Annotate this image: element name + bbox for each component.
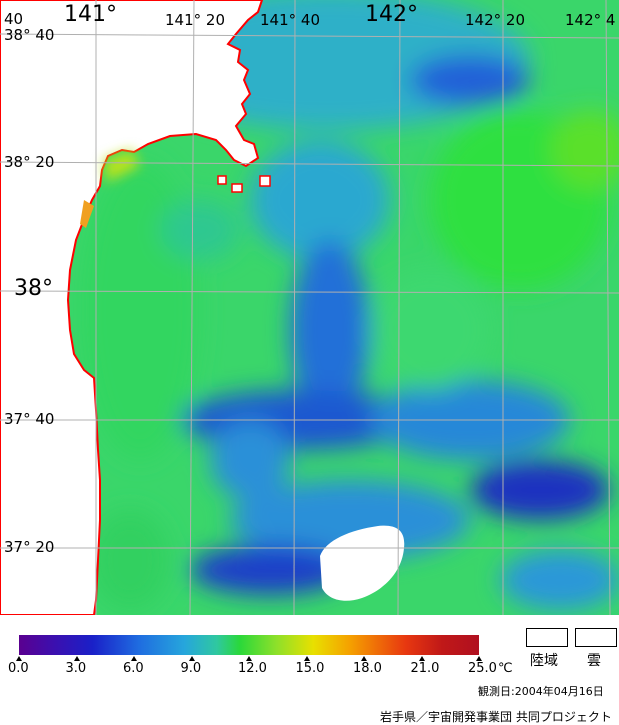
temperature-colorbar [19, 635, 479, 655]
colorbar-tick-label: 9.0 [180, 661, 202, 676]
land-mass [0, 0, 264, 615]
colorbar-tick-label: 0.0 [8, 661, 29, 676]
lat-lon-grid [0, 0, 619, 615]
colorbar-tick [361, 656, 367, 661]
colorbar-tick [418, 656, 425, 661]
colorbar-tick-label: 21.0 [410, 661, 440, 676]
colorbar-tick-label: 15.0 [295, 661, 325, 676]
land-key-swatch [526, 628, 568, 647]
legend: 0.0 3.0 6.0 9.0 12.0 15.0 18.0 21.0 25.0 ℃ 陸域 雲 … [0, 615, 619, 725]
cloud-patch [320, 525, 405, 601]
longitude-label: 142° 4 [565, 11, 616, 29]
colorbar-tick [476, 656, 482, 661]
longitude-label: 141° 40 [260, 11, 320, 29]
unit-label: ℃ [498, 661, 513, 676]
longitude-label: 142° 20 [465, 11, 525, 29]
grid-line [293, 0, 296, 615]
corner-label: 40 [4, 10, 24, 28]
longitude-label: 141° [64, 2, 117, 27]
colorbar-tick-label: 18.0 [353, 661, 382, 676]
longitude-label: 141° 20 [165, 11, 225, 29]
colorbar-tick [188, 656, 195, 661]
sst-patches [80, 0, 619, 610]
colorbar-tick [303, 656, 310, 661]
grid-line [189, 0, 195, 615]
latitude-label: 38° 20 [4, 153, 55, 171]
islands [217, 175, 271, 193]
latitude-label: 37° 20 [4, 538, 55, 556]
latitude-label: 38° 40 [4, 26, 55, 44]
colorbar-tick [131, 656, 137, 661]
grid-line [0, 161, 619, 167]
latitude-label: 38° [14, 276, 53, 301]
grid-line [0, 290, 619, 294]
colorbar-tick-label: 3.0 [65, 661, 87, 676]
grid-line [397, 0, 401, 615]
colorbar-tick-label: 12.0 [238, 661, 267, 676]
colorbar-tick-label: 6.0 [123, 661, 144, 676]
latitude-label: 37° 40 [4, 410, 55, 428]
colorbar-tick [73, 656, 80, 661]
credit-line: 岩手県／宇宙開発事業団 共同プロジェクト [380, 710, 612, 724]
longitude-label: 142° [365, 2, 418, 27]
sst-map-canvas [0, 0, 619, 615]
sst-map: 141° 141° 20 141° 40 142° 142° 20 142° 4 38° … [0, 0, 619, 615]
land-key-label: 陸域 [530, 653, 558, 669]
grid-line [605, 0, 611, 615]
grid-line [0, 33, 619, 39]
colorbar-tick [16, 656, 22, 661]
colorbar-tick [246, 656, 252, 661]
colorbar-tick-label: 25.0 [468, 661, 497, 676]
cloud-key-label: 雲 [587, 653, 601, 669]
warm-coastal-water [80, 150, 140, 228]
cloud-key-swatch [575, 628, 617, 647]
observation-date: 観測日:2004年04月16日 [478, 685, 604, 698]
